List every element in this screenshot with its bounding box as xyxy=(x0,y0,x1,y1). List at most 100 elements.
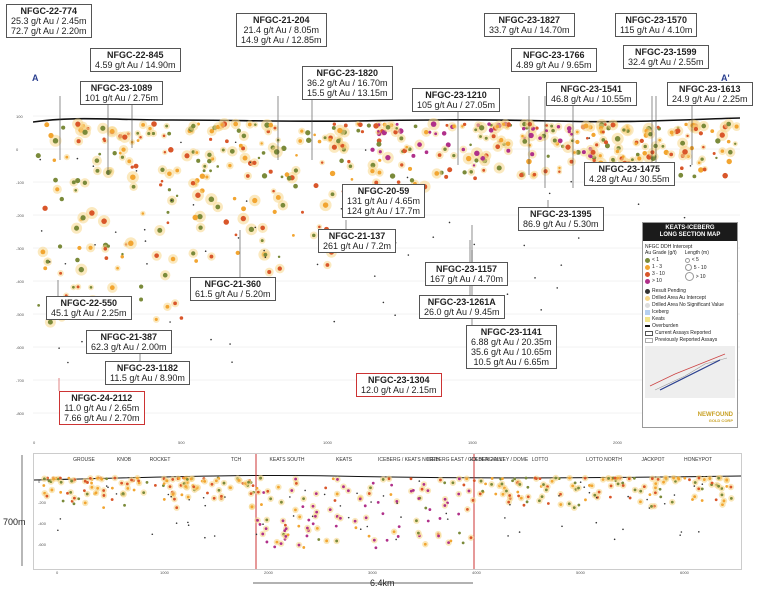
overview-point xyxy=(670,500,674,504)
intercept-point xyxy=(220,123,224,127)
keats-swatch xyxy=(645,316,650,322)
overview-point xyxy=(693,481,697,484)
overview-point xyxy=(162,498,166,501)
intercept-point xyxy=(595,143,599,147)
overview-point xyxy=(145,480,149,484)
overview-pending xyxy=(175,522,178,524)
intercept-point xyxy=(43,266,48,271)
intercept-point xyxy=(166,210,170,214)
intercept-value: 261 g/t Au / 7.2m xyxy=(323,241,392,251)
hole-id: NFGC-22-774 xyxy=(20,6,78,16)
intercept-point xyxy=(112,150,117,156)
intercept-point xyxy=(198,225,203,230)
intercept-point xyxy=(252,197,258,204)
intercept-point xyxy=(693,126,699,132)
intercept-point xyxy=(160,179,164,183)
overview-point xyxy=(189,477,193,481)
overview-pending xyxy=(115,493,118,495)
overview-point xyxy=(110,498,114,501)
intercept-point xyxy=(679,166,684,171)
overview-point xyxy=(607,476,611,480)
intercept-value: 25.3 g/t Au / 2.45m xyxy=(11,16,87,26)
intercept-point xyxy=(120,155,125,159)
pending-point xyxy=(143,228,146,231)
annotation-box: NFGC-23-1599 32.4 g/t Au / 2.55m xyxy=(623,45,709,69)
intercept-point xyxy=(75,121,81,127)
intercept-point xyxy=(720,149,725,153)
overview-point xyxy=(590,484,594,488)
intercept-point xyxy=(72,285,75,289)
previous-swatch xyxy=(645,337,653,343)
overview-point xyxy=(632,476,636,480)
overview-point xyxy=(511,479,514,483)
elevation-tick: -300 xyxy=(16,246,25,251)
intercept-point xyxy=(98,152,102,156)
overview-point xyxy=(132,488,136,492)
intercept-point xyxy=(240,215,246,222)
intercept-point xyxy=(726,158,732,165)
overview-point xyxy=(185,478,189,481)
annotation-box: NFGC-23-1541 46.8 g/t Au / 10.55m xyxy=(546,82,637,106)
intercept-point xyxy=(59,271,63,275)
overview-pending xyxy=(561,525,563,528)
overview-point xyxy=(469,536,473,540)
intercept-point xyxy=(661,144,665,148)
pending-point xyxy=(406,176,409,179)
overview-point xyxy=(465,477,469,481)
intercept-point xyxy=(611,157,615,162)
intercept-point xyxy=(261,173,268,179)
overview-point xyxy=(110,486,114,490)
overview-pending xyxy=(583,486,586,488)
overview-point xyxy=(273,545,277,549)
intercept-point xyxy=(170,256,176,262)
overview-pending xyxy=(679,534,681,536)
intercept-point xyxy=(360,130,365,134)
intercept-point xyxy=(264,122,270,128)
overview-point xyxy=(90,485,94,489)
intercept-point xyxy=(280,175,284,179)
overview-point xyxy=(519,496,523,500)
overview-point xyxy=(120,481,124,485)
legend-item: Result Pending xyxy=(652,288,686,294)
overview-point xyxy=(505,489,508,493)
overview-point xyxy=(688,478,691,482)
intercept-point xyxy=(167,171,172,177)
intercept-point xyxy=(184,153,190,159)
intercept-point xyxy=(320,161,324,164)
overview-point xyxy=(420,487,424,491)
intercept-point xyxy=(444,174,449,179)
intercept-point xyxy=(207,158,212,164)
intercept-point xyxy=(601,130,605,134)
intercept-point xyxy=(121,147,126,152)
overview-point xyxy=(533,476,537,480)
overview-pending xyxy=(59,518,62,520)
overview-point xyxy=(214,479,218,483)
overview-point xyxy=(654,491,657,495)
road-line xyxy=(654,357,728,391)
intercept-value: 61.5 g/t Au / 5.20m xyxy=(195,289,271,299)
intercept-point xyxy=(151,131,156,136)
intercept-point xyxy=(366,123,371,128)
intercept-point xyxy=(141,122,146,127)
pending-point xyxy=(92,165,95,167)
intercept-point xyxy=(413,124,418,129)
overview-point xyxy=(153,483,157,487)
overview-point xyxy=(559,503,563,506)
overview-y-tick: -400 xyxy=(38,521,47,526)
intercept-point xyxy=(615,149,620,154)
grade-label: 1 - 3 xyxy=(652,264,663,270)
intercept-point xyxy=(42,205,48,211)
intercept-point xyxy=(434,171,440,176)
intercept-point xyxy=(65,155,69,159)
overview-point xyxy=(501,477,504,481)
overview-point xyxy=(526,485,530,489)
legend-length-header: Length (m) xyxy=(684,250,709,256)
overview-point xyxy=(729,485,733,489)
annotation-box: NFGC-23-1475 4.28 g/t Au / 30.55m xyxy=(584,162,675,186)
overview-point xyxy=(90,481,93,485)
overview-point xyxy=(559,492,562,496)
overview-point xyxy=(381,512,385,516)
intercept-point xyxy=(527,122,532,127)
overview-point xyxy=(443,481,447,485)
elevation-tick: -600 xyxy=(16,345,25,350)
